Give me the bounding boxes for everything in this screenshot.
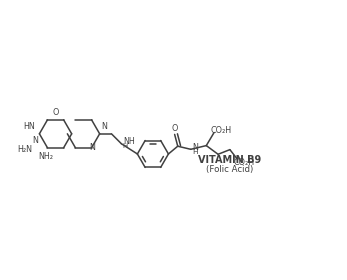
Text: O: O [171,124,178,133]
Text: H₂N: H₂N [18,145,33,154]
Text: H: H [123,143,128,149]
Text: H: H [192,150,198,155]
Text: N: N [32,136,38,145]
Text: CO₂H: CO₂H [234,158,255,167]
Text: CO₂H: CO₂H [210,125,231,135]
Text: VITAMIN B9: VITAMIN B9 [198,155,261,165]
Text: N: N [89,143,95,152]
Text: NH: NH [123,137,135,146]
Text: HN: HN [23,122,35,131]
Text: N: N [192,143,198,152]
Text: NH₂: NH₂ [39,152,53,161]
Text: N: N [101,122,107,131]
Text: (Folic Acid): (Folic Acid) [206,165,253,174]
Text: O: O [52,108,59,118]
